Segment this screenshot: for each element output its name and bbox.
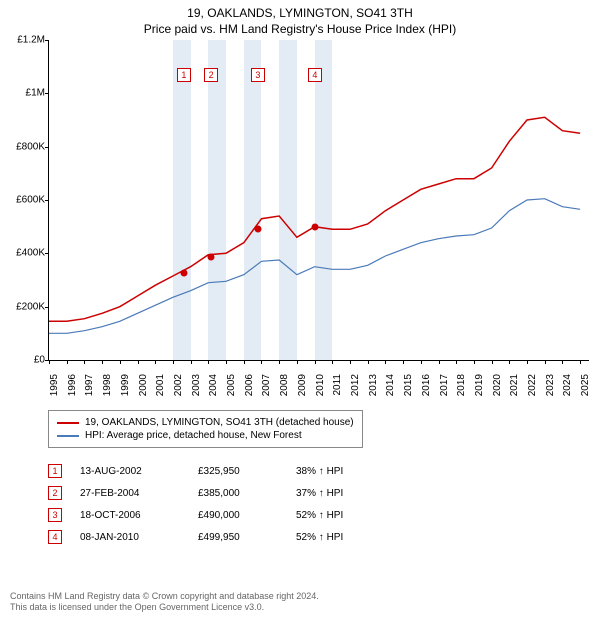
y-axis-label: £1.2M: [3, 35, 45, 46]
sale-number-box: 3: [48, 508, 62, 522]
x-axis-label: 2017: [439, 374, 450, 404]
sale-price: £325,950: [198, 466, 278, 477]
y-axis-label: £1M: [3, 88, 45, 99]
sale-row: 3 18-OCT-2006 £490,000 52% ↑ HPI: [48, 504, 396, 526]
sale-price: £499,950: [198, 532, 278, 543]
x-axis-label: 2018: [456, 374, 467, 404]
sale-marker: 4: [308, 68, 322, 82]
footer-attribution: Contains HM Land Registry data © Crown c…: [10, 591, 319, 614]
sale-pct: 37% ↑ HPI: [296, 488, 396, 499]
sale-date: 08-JAN-2010: [80, 532, 180, 543]
legend-swatch: [57, 422, 79, 424]
x-axis-label: 2020: [492, 374, 503, 404]
x-axis-label: 2016: [421, 374, 432, 404]
x-axis-label: 2004: [208, 374, 219, 404]
x-axis-label: 2015: [403, 374, 414, 404]
x-axis-label: 2010: [315, 374, 326, 404]
x-axis-label: 2013: [368, 374, 379, 404]
price-chart: £0£200K£400K£600K£800K£1M£1.2M1995199619…: [48, 40, 589, 361]
sale-dot: [254, 226, 261, 233]
sales-table: 1 13-AUG-2002 £325,950 38% ↑ HPI 2 27-FEB-200…: [48, 460, 396, 548]
legend-swatch: [57, 435, 79, 437]
x-axis-label: 2005: [226, 374, 237, 404]
x-axis-label: 1996: [67, 374, 78, 404]
sale-dot: [180, 270, 187, 277]
sale-marker: 3: [251, 68, 265, 82]
sale-pct: 38% ↑ HPI: [296, 466, 396, 477]
x-axis-label: 2022: [527, 374, 538, 404]
y-axis-label: £0: [3, 355, 45, 366]
footer-line-1: Contains HM Land Registry data © Crown c…: [10, 591, 319, 603]
series-line: [49, 199, 580, 334]
x-axis-label: 1997: [84, 374, 95, 404]
y-axis-label: £600K: [3, 195, 45, 206]
x-axis-label: 2023: [545, 374, 556, 404]
x-axis-label: 2007: [261, 374, 272, 404]
y-axis-label: £400K: [3, 248, 45, 259]
sale-dot: [208, 254, 215, 261]
x-axis-label: 2012: [350, 374, 361, 404]
sale-number-box: 1: [48, 464, 62, 478]
x-axis-label: 2000: [138, 374, 149, 404]
legend-item: 19, OAKLANDS, LYMINGTON, SO41 3TH (detac…: [57, 416, 354, 429]
x-axis-label: 2019: [474, 374, 485, 404]
legend-label: 19, OAKLANDS, LYMINGTON, SO41 3TH (detac…: [85, 417, 354, 428]
sale-price: £385,000: [198, 488, 278, 499]
sale-date: 18-OCT-2006: [80, 510, 180, 521]
sale-price: £490,000: [198, 510, 278, 521]
x-axis-label: 2002: [173, 374, 184, 404]
title-line-1: 19, OAKLANDS, LYMINGTON, SO41 3TH: [0, 0, 600, 20]
sale-marker: 2: [204, 68, 218, 82]
x-axis-label: 2008: [279, 374, 290, 404]
x-axis-label: 2001: [155, 374, 166, 404]
x-axis-label: 2006: [244, 374, 255, 404]
legend-item: HPI: Average price, detached house, New …: [57, 429, 354, 442]
x-axis-label: 2009: [297, 374, 308, 404]
sale-marker: 1: [177, 68, 191, 82]
y-axis-label: £200K: [3, 301, 45, 312]
footer-line-2: This data is licensed under the Open Gov…: [10, 602, 319, 614]
sale-dot: [311, 223, 318, 230]
sale-number-box: 2: [48, 486, 62, 500]
y-axis-label: £800K: [3, 141, 45, 152]
legend: 19, OAKLANDS, LYMINGTON, SO41 3TH (detac…: [48, 410, 363, 448]
x-axis-label: 2003: [191, 374, 202, 404]
sale-pct: 52% ↑ HPI: [296, 532, 396, 543]
x-axis-label: 2021: [509, 374, 520, 404]
x-axis-label: 1999: [120, 374, 131, 404]
sale-row: 2 27-FEB-2004 £385,000 37% ↑ HPI: [48, 482, 396, 504]
sale-date: 27-FEB-2004: [80, 488, 180, 499]
x-axis-label: 1995: [49, 374, 60, 404]
sale-row: 1 13-AUG-2002 £325,950 38% ↑ HPI: [48, 460, 396, 482]
sale-row: 4 08-JAN-2010 £499,950 52% ↑ HPI: [48, 526, 396, 548]
sale-date: 13-AUG-2002: [80, 466, 180, 477]
x-axis-label: 2014: [385, 374, 396, 404]
x-axis-label: 2024: [562, 374, 573, 404]
x-axis-label: 2025: [580, 374, 591, 404]
legend-label: HPI: Average price, detached house, New …: [85, 430, 302, 441]
x-axis-label: 1998: [102, 374, 113, 404]
title-line-2: Price paid vs. HM Land Registry's House …: [0, 20, 600, 40]
sale-pct: 52% ↑ HPI: [296, 510, 396, 521]
sale-number-box: 4: [48, 530, 62, 544]
x-axis-label: 2011: [332, 374, 343, 404]
